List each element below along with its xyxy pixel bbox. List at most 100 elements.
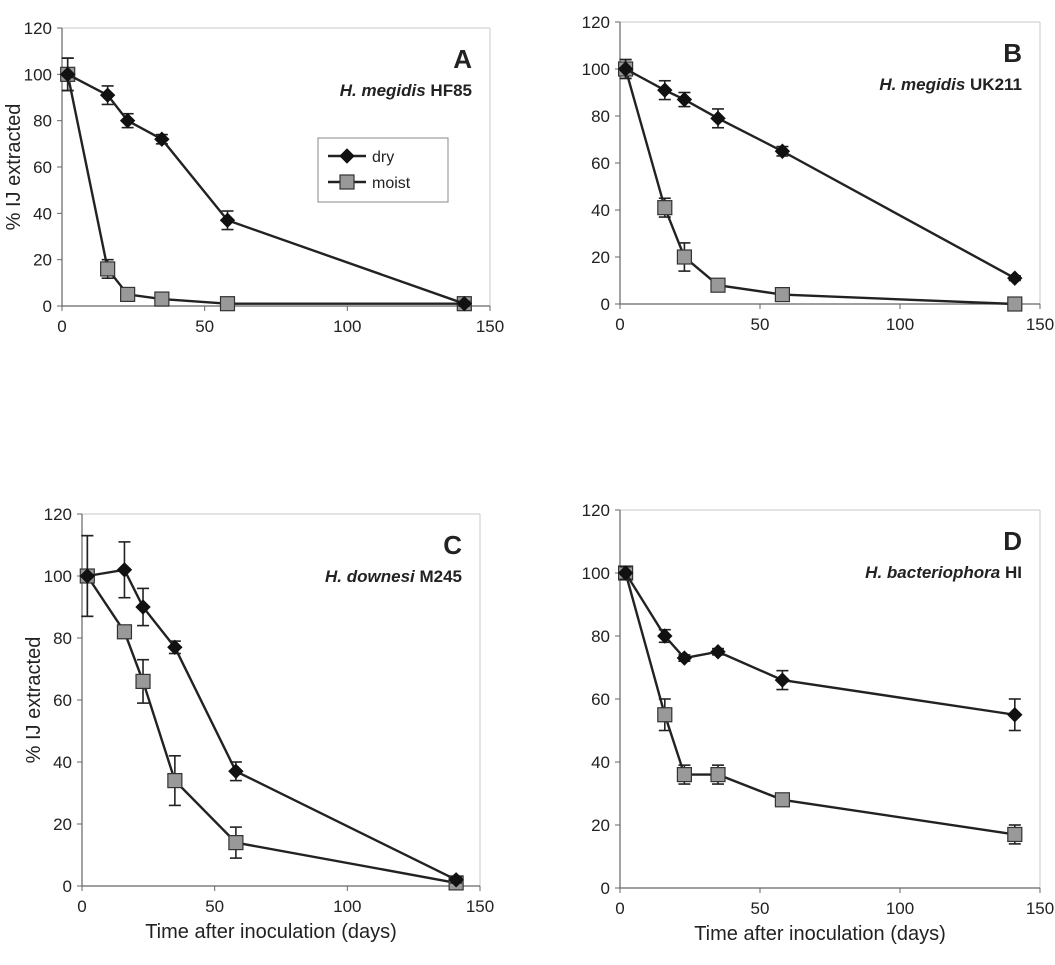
series-moist	[60, 57, 472, 312]
data-point-moist	[676, 766, 693, 783]
y-tick-label: 20	[53, 815, 72, 834]
series-moist	[617, 565, 1023, 845]
x-tick-label: 0	[57, 317, 66, 336]
panel-letter: A	[453, 44, 472, 74]
series-dry	[59, 57, 473, 312]
x-axis-title: Time after inoculation (days)	[145, 921, 397, 943]
panel-letter: C	[443, 530, 462, 560]
data-point-moist	[676, 249, 693, 265]
series-line-moist	[66, 74, 465, 305]
data-point-dry	[676, 91, 693, 108]
x-tick-label: 100	[333, 897, 361, 916]
strain-name: M245	[415, 567, 462, 586]
data-point-dry	[135, 599, 151, 615]
y-tick-label: 0	[601, 879, 610, 898]
panel-b: 0 20 40 60 80 100 120 0 50 100 150 B H. megidis UK21…	[582, 13, 1055, 334]
y-tick-label: 80	[53, 629, 72, 648]
y-tick-label: 40	[53, 753, 72, 772]
x-tick-label: 150	[1026, 315, 1054, 334]
series-line-dry	[625, 67, 1016, 280]
y-tick-label: 20	[591, 816, 610, 835]
data-point-moist	[657, 200, 673, 216]
panel-c: 0 20 40 60 80 100 120 0 50 100 150 % IJ extracted Ti…	[23, 505, 494, 943]
species-label: H. megidis UK211	[879, 75, 1022, 94]
y-tick-label: 120	[24, 19, 52, 38]
data-point-dry	[710, 110, 726, 127]
data-point-dry	[448, 872, 464, 888]
y-tick-label: 60	[591, 690, 610, 709]
y-tick-label: 100	[24, 65, 52, 84]
series-line-moist	[86, 575, 457, 885]
x-tick-label: 0	[77, 897, 86, 916]
data-point-dry	[116, 562, 133, 578]
y-tick-label: 100	[44, 567, 72, 586]
data-point-dry	[119, 112, 136, 129]
y-tick-label: 0	[601, 295, 610, 314]
x-tick-label: 100	[886, 899, 914, 918]
data-point-dry	[219, 212, 236, 228]
data-point-moist	[710, 766, 726, 783]
data-point-moist	[219, 296, 236, 312]
x-axis-title: Time after inoculation (days)	[694, 923, 946, 945]
data-point-moist	[774, 287, 791, 303]
series-line-dry	[624, 572, 1015, 716]
data-point-dry	[1007, 707, 1023, 723]
y-tick-label: 120	[582, 13, 610, 32]
data-point-dry	[79, 568, 96, 584]
x-tick-label: 0	[615, 315, 624, 334]
series-line-moist	[624, 68, 1015, 306]
data-point-dry	[456, 295, 473, 312]
y-axis-title: % IJ extracted	[23, 637, 45, 764]
data-point-moist	[710, 277, 726, 293]
x-tick-label: 50	[205, 897, 224, 916]
y-tick-label: 80	[591, 627, 610, 646]
data-point-dry	[657, 82, 673, 98]
series-dry	[617, 565, 1023, 732]
species-label: H. downesi M245	[325, 567, 462, 586]
panel-letter: B	[1003, 38, 1022, 68]
legend: dry moist	[317, 137, 449, 203]
legend-box	[317, 137, 449, 203]
strain-name: HI	[1000, 563, 1022, 582]
data-point-moist	[154, 291, 170, 307]
data-point-dry	[774, 672, 791, 688]
species-label: H. bacteriophora HI	[865, 563, 1022, 582]
x-tick-label: 150	[476, 317, 504, 336]
x-tick-label: 100	[886, 315, 914, 334]
data-point-moist	[167, 772, 183, 789]
data-point-moist	[135, 673, 151, 690]
y-axis-title: % IJ extracted	[3, 104, 25, 231]
series-line-dry	[67, 73, 465, 305]
x-tick-label: 50	[751, 315, 770, 334]
y-tick-label: 40	[591, 201, 610, 220]
data-point-moist	[1007, 296, 1023, 312]
panel-letter: D	[1003, 526, 1022, 556]
y-tick-label: 40	[591, 753, 610, 772]
data-point-dry	[59, 66, 76, 83]
x-tick-label: 150	[1026, 899, 1054, 918]
x-tick-label: 150	[466, 897, 494, 916]
species-label: H. megidis HF85	[340, 81, 472, 100]
data-point-moist	[116, 624, 133, 640]
series-line-moist	[624, 572, 1015, 836]
data-point-dry	[617, 61, 634, 77]
y-tick-label: 0	[63, 877, 72, 896]
y-tick-label: 100	[582, 60, 610, 79]
data-point-moist	[120, 286, 136, 303]
panel-d: 0 20 40 60 80 100 120 0 50 100 150 Time after inocu…	[582, 501, 1055, 945]
y-tick-label: 60	[591, 154, 610, 173]
y-tick-label: 80	[591, 107, 610, 126]
x-tick-label: 100	[333, 317, 361, 336]
data-point-dry	[676, 650, 693, 666]
series-dry	[79, 534, 464, 888]
series-dry	[617, 58, 1023, 286]
strain-name: HF85	[426, 81, 472, 100]
x-tick-label: 50	[195, 317, 214, 336]
data-point-dry	[154, 131, 170, 147]
y-tick-label: 40	[33, 204, 52, 223]
y-tick-label: 0	[43, 297, 52, 316]
data-point-dry	[167, 639, 183, 656]
